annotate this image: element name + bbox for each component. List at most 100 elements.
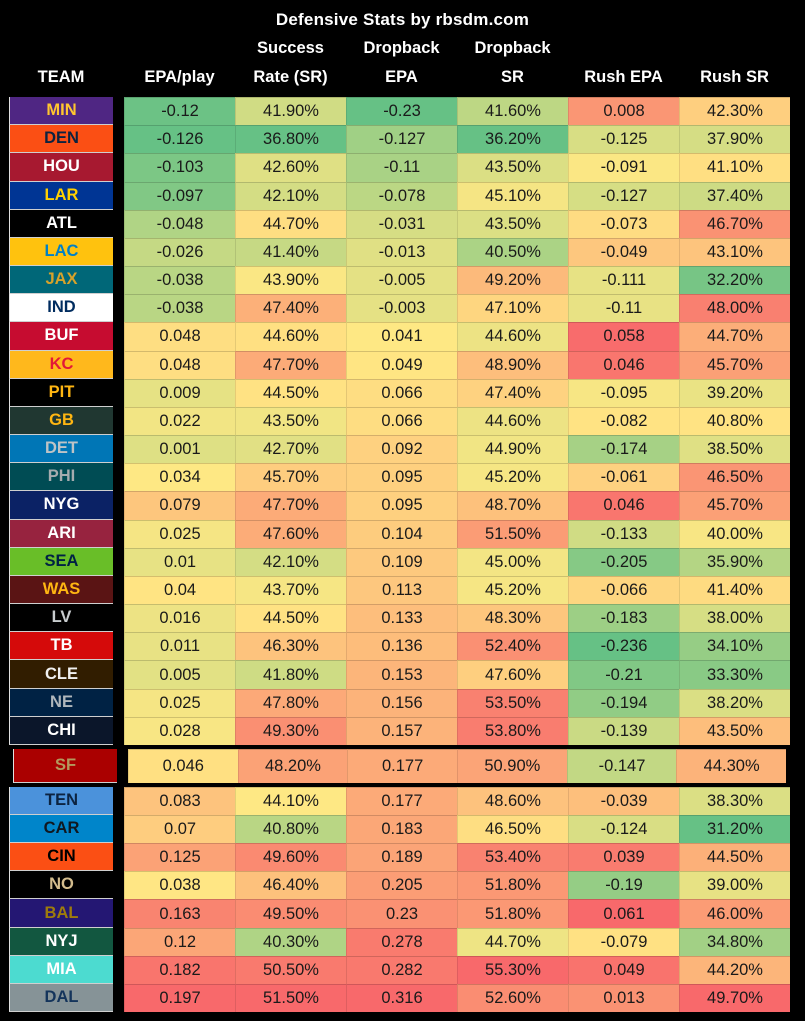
- cell-rush_epa-LAR: -0.127: [568, 181, 679, 210]
- column-gap: [113, 814, 124, 844]
- cell-dropback_epa-PIT: 0.066: [346, 378, 457, 407]
- column-gap: [113, 575, 124, 605]
- cell-dropback_epa-ARI: 0.104: [346, 519, 457, 548]
- column-header-rush_epa: Rush EPA: [568, 34, 679, 99]
- cell-rush_epa-LV: -0.183: [568, 604, 679, 633]
- cell-rush_sr-TB: 34.10%: [679, 632, 790, 661]
- cell-dropback_sr-BUF: 44.60%: [457, 322, 568, 351]
- cell-dropback_sr-PHI: 45.20%: [457, 463, 568, 492]
- cell-epa_play-SF: 0.046: [128, 748, 238, 783]
- column-gap: [113, 519, 124, 548]
- table-row-CAR: CAR 0.07 40.80% 0.183 46.50% -0.124 31.20%: [9, 814, 790, 844]
- cell-success_rate-LAC: 41.40%: [235, 237, 346, 267]
- cell-dropback_epa-BUF: 0.041: [346, 322, 457, 351]
- cell-dropback_sr-TEN: 48.60%: [457, 786, 568, 815]
- cell-rush_sr-ARI: 40.00%: [679, 519, 790, 548]
- column-gap: [117, 748, 128, 783]
- team-cell-MIN: MIN: [9, 97, 113, 126]
- cell-rush_epa-MIN: 0.008: [568, 97, 679, 126]
- cell-dropback_epa-CIN: 0.189: [346, 843, 457, 872]
- cell-dropback_sr-DET: 44.90%: [457, 435, 568, 464]
- column-header-rush_sr: Rush SR: [679, 34, 790, 99]
- cell-dropback_epa-TB: 0.136: [346, 632, 457, 661]
- table-body: MIN -0.12 41.90% -0.23 41.60% 0.008 42.30% DEN -…: [9, 97, 790, 1013]
- cell-rush_sr-DET: 38.50%: [679, 435, 790, 464]
- team-cell-NO: NO: [9, 871, 113, 900]
- cell-dropback_sr-DAL: 52.60%: [457, 983, 568, 1013]
- team-cell-SF: SF: [13, 748, 117, 783]
- cell-success_rate-SF: 48.20%: [237, 748, 348, 783]
- table-row-DET: DET 0.001 42.70% 0.092 44.90% -0.174 38.50%: [9, 435, 790, 464]
- team-cell-ARI: ARI: [9, 519, 113, 548]
- table-row-JAX: JAX -0.038 43.90% -0.005 49.20% -0.111 32.20%: [9, 266, 790, 295]
- cell-success_rate-MIN: 41.90%: [235, 97, 346, 126]
- cell-dropback_epa-HOU: -0.11: [346, 153, 457, 182]
- table-row-MIN: MIN -0.12 41.90% -0.23 41.60% 0.008 42.30%: [9, 97, 790, 126]
- team-cell-DET: DET: [9, 435, 113, 464]
- column-header-line2: Rush EPA: [584, 68, 663, 86]
- column-header-line1: Dropback: [474, 39, 551, 57]
- team-cell-TEN: TEN: [9, 786, 113, 815]
- cell-epa_play-NYJ: 0.12: [124, 927, 235, 956]
- cell-rush_sr-SF: 44.30%: [676, 748, 786, 783]
- cell-epa_play-LAR: -0.097: [124, 181, 235, 210]
- cell-dropback_epa-DET: 0.092: [346, 435, 457, 464]
- page-title: Defensive Stats by rbsdm.com: [275, 10, 530, 29]
- cell-dropback_sr-BAL: 51.80%: [457, 899, 568, 928]
- column-gap: [113, 350, 124, 379]
- cell-dropback_epa-LAC: -0.013: [346, 237, 457, 267]
- table-row-LAC: LAC -0.026 41.40% -0.013 40.50% -0.049 43.10%: [9, 237, 790, 267]
- cell-rush_epa-HOU: -0.091: [568, 153, 679, 182]
- cell-success_rate-NYJ: 40.30%: [235, 927, 346, 956]
- cell-dropback_epa-IND: -0.003: [346, 294, 457, 323]
- cell-success_rate-LV: 44.50%: [235, 604, 346, 633]
- cell-rush_sr-DEN: 37.90%: [679, 125, 790, 154]
- cell-success_rate-TEN: 44.10%: [235, 786, 346, 815]
- column-header-line2: Rate (SR): [253, 68, 328, 86]
- team-cell-LV: LV: [9, 604, 113, 633]
- cell-success_rate-KC: 47.70%: [235, 350, 346, 379]
- cell-rush_epa-DET: -0.174: [568, 435, 679, 464]
- cell-epa_play-CHI: 0.028: [124, 716, 235, 745]
- cell-dropback_sr-MIN: 41.60%: [457, 97, 568, 126]
- cell-epa_play-LAC: -0.026: [124, 237, 235, 267]
- cell-rush_sr-WAS: 41.40%: [679, 575, 790, 605]
- column-header-line2: Rush SR: [700, 68, 769, 86]
- cell-dropback_epa-SF: 0.177: [347, 748, 457, 783]
- cell-rush_epa-SEA: -0.205: [568, 547, 679, 576]
- cell-rush_sr-MIA: 44.20%: [679, 955, 790, 984]
- cell-rush_sr-PIT: 39.20%: [679, 378, 790, 407]
- cell-rush_sr-NYJ: 34.80%: [679, 927, 790, 956]
- table-row-SF: SF 0.046 48.20% 0.177 50.90% -0.147 44.30%: [9, 744, 790, 787]
- column-header-line2: TEAM: [37, 68, 85, 86]
- cell-rush_epa-WAS: -0.066: [568, 575, 679, 605]
- cell-dropback_epa-BAL: 0.23: [346, 899, 457, 928]
- cell-epa_play-PHI: 0.034: [124, 463, 235, 492]
- cell-dropback_sr-WAS: 45.20%: [457, 575, 568, 605]
- column-gap: [113, 927, 124, 956]
- cell-rush_sr-TEN: 38.30%: [679, 786, 790, 815]
- table-row-IND: IND -0.038 47.40% -0.003 47.10% -0.11 48.00%: [9, 294, 790, 323]
- cell-success_rate-WAS: 43.70%: [235, 575, 346, 605]
- cell-rush_epa-NO: -0.19: [568, 871, 679, 900]
- cell-rush_sr-ATL: 46.70%: [679, 209, 790, 238]
- cell-rush_sr-BUF: 44.70%: [679, 322, 790, 351]
- cell-rush_epa-IND: -0.11: [568, 294, 679, 323]
- cell-rush_epa-CAR: -0.124: [568, 814, 679, 844]
- table-row-HOU: HOU -0.103 42.60% -0.11 43.50% -0.091 41.10%: [9, 153, 790, 182]
- cell-dropback_sr-CAR: 46.50%: [457, 814, 568, 844]
- cell-dropback_epa-SEA: 0.109: [346, 547, 457, 576]
- team-cell-DEN: DEN: [9, 125, 113, 154]
- cell-dropback_epa-NYG: 0.095: [346, 491, 457, 520]
- cell-dropback_epa-MIA: 0.282: [346, 955, 457, 984]
- column-gap: [113, 97, 124, 126]
- cell-rush_epa-PHI: -0.061: [568, 463, 679, 492]
- cell-rush_sr-LV: 38.00%: [679, 604, 790, 633]
- cell-dropback_epa-CLE: 0.153: [346, 660, 457, 689]
- cell-dropback_sr-DEN: 36.20%: [457, 125, 568, 154]
- cell-epa_play-BAL: 0.163: [124, 899, 235, 928]
- cell-dropback_epa-ATL: -0.031: [346, 209, 457, 238]
- column-header-dropback_epa: Dropback EPA: [346, 34, 457, 99]
- cell-dropback_sr-ATL: 43.50%: [457, 209, 568, 238]
- team-cell-BAL: BAL: [9, 899, 113, 928]
